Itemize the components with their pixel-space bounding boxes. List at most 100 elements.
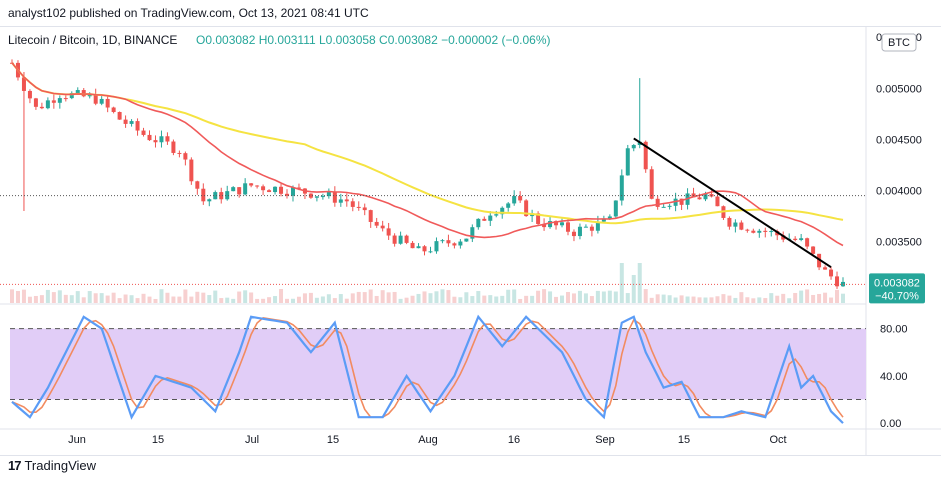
volume-bar bbox=[314, 297, 319, 303]
candle-body bbox=[548, 221, 553, 228]
candle-body bbox=[207, 199, 212, 202]
tradingview-footer[interactable]: 17 TradingView bbox=[8, 458, 96, 473]
volume-bar bbox=[267, 297, 272, 303]
candle-body bbox=[769, 231, 774, 233]
currency-badge-label: BTC bbox=[888, 37, 910, 49]
candle bbox=[476, 218, 481, 230]
candle-body bbox=[183, 153, 188, 160]
volume-bar bbox=[637, 263, 642, 303]
stoch-axis-label: 0.00 bbox=[880, 418, 901, 430]
volume-bar bbox=[577, 290, 582, 303]
stoch-band bbox=[10, 328, 866, 400]
volume-bar bbox=[512, 289, 517, 303]
candle bbox=[536, 211, 541, 226]
candle-body bbox=[410, 242, 415, 249]
candle-body bbox=[159, 136, 164, 143]
candle bbox=[135, 118, 140, 136]
time-axis-label: Oct bbox=[769, 434, 786, 446]
volume-bar bbox=[589, 296, 594, 303]
candle-body bbox=[255, 185, 260, 187]
candle-body bbox=[518, 196, 523, 201]
candle-body bbox=[314, 196, 319, 198]
candle-body bbox=[446, 240, 451, 244]
candle-body bbox=[464, 238, 469, 242]
candle bbox=[763, 227, 768, 238]
tradingview-logo-icon: 17 bbox=[8, 458, 22, 473]
candle bbox=[565, 218, 570, 236]
candle bbox=[512, 190, 517, 206]
volume-bar bbox=[548, 291, 553, 303]
candle-body bbox=[649, 169, 654, 199]
volume-bar bbox=[446, 290, 451, 303]
candle-body bbox=[560, 222, 565, 226]
candle-body bbox=[87, 94, 92, 97]
volume-bar bbox=[10, 289, 14, 303]
candle-body bbox=[165, 136, 170, 142]
volume-bar bbox=[482, 295, 487, 303]
candle bbox=[637, 78, 642, 149]
candle-body bbox=[751, 230, 756, 233]
last-price-change: −40.70% bbox=[875, 290, 919, 302]
candle-body bbox=[607, 216, 612, 219]
stoch-axis-label: 80.00 bbox=[880, 324, 908, 336]
candle bbox=[51, 94, 56, 109]
price-chart-svg[interactable]: Litecoin / Bitcoin, 1D, BINANCE O0.003082… bbox=[0, 27, 941, 455]
chart-area[interactable]: Litecoin / Bitcoin, 1D, BINANCE O0.003082… bbox=[0, 26, 941, 456]
ma-slow-line bbox=[11, 62, 844, 225]
time-axis-label: 16 bbox=[508, 434, 520, 446]
candle bbox=[195, 180, 200, 195]
volume-bar bbox=[302, 293, 307, 303]
candle bbox=[470, 224, 475, 243]
candle-body bbox=[470, 227, 475, 239]
volume-bar bbox=[799, 290, 804, 303]
volume-bar bbox=[685, 296, 690, 303]
candle-body bbox=[285, 193, 290, 196]
candle bbox=[249, 182, 254, 188]
candle bbox=[571, 229, 576, 242]
candle-body bbox=[835, 276, 840, 287]
candle-body bbox=[123, 119, 128, 124]
candle-body bbox=[338, 199, 343, 203]
volume-bar bbox=[105, 295, 110, 303]
candle-body bbox=[577, 226, 582, 237]
candle-body bbox=[45, 100, 50, 109]
candle bbox=[416, 243, 421, 249]
volume-bar bbox=[679, 295, 684, 303]
candle-body bbox=[93, 94, 98, 104]
volume-bar bbox=[709, 297, 714, 303]
volume-bar bbox=[237, 291, 242, 303]
candle-body bbox=[452, 243, 457, 246]
candle bbox=[631, 144, 636, 152]
candle bbox=[177, 150, 182, 158]
volume-bar bbox=[255, 298, 260, 303]
volume-bar bbox=[697, 297, 702, 303]
candle bbox=[63, 95, 68, 102]
trendline bbox=[633, 137, 832, 269]
volume-bar bbox=[380, 290, 385, 303]
volume-bar bbox=[374, 295, 379, 303]
candle-body bbox=[404, 235, 409, 243]
candle-body bbox=[482, 218, 487, 221]
candle-body bbox=[117, 112, 122, 120]
candle bbox=[21, 72, 26, 211]
candle-body bbox=[153, 140, 158, 143]
volume-bar bbox=[542, 289, 547, 303]
candle-body bbox=[237, 187, 242, 195]
volume-bar bbox=[583, 293, 588, 303]
volume-bar bbox=[45, 289, 50, 303]
candle-body bbox=[799, 238, 804, 241]
time-axis-label: 15 bbox=[678, 434, 690, 446]
candle-body bbox=[33, 98, 38, 107]
volume-bar bbox=[207, 295, 212, 303]
candle-body bbox=[488, 215, 493, 221]
candle bbox=[530, 209, 535, 222]
candle-body bbox=[69, 93, 74, 99]
candle bbox=[285, 189, 290, 199]
volume-bar bbox=[159, 289, 164, 303]
candle bbox=[482, 216, 487, 221]
time-axis-label: Jul bbox=[245, 434, 259, 446]
candle-body bbox=[542, 223, 547, 228]
candle bbox=[727, 216, 732, 230]
volume-bar bbox=[805, 289, 810, 303]
volume-bar bbox=[117, 298, 122, 303]
